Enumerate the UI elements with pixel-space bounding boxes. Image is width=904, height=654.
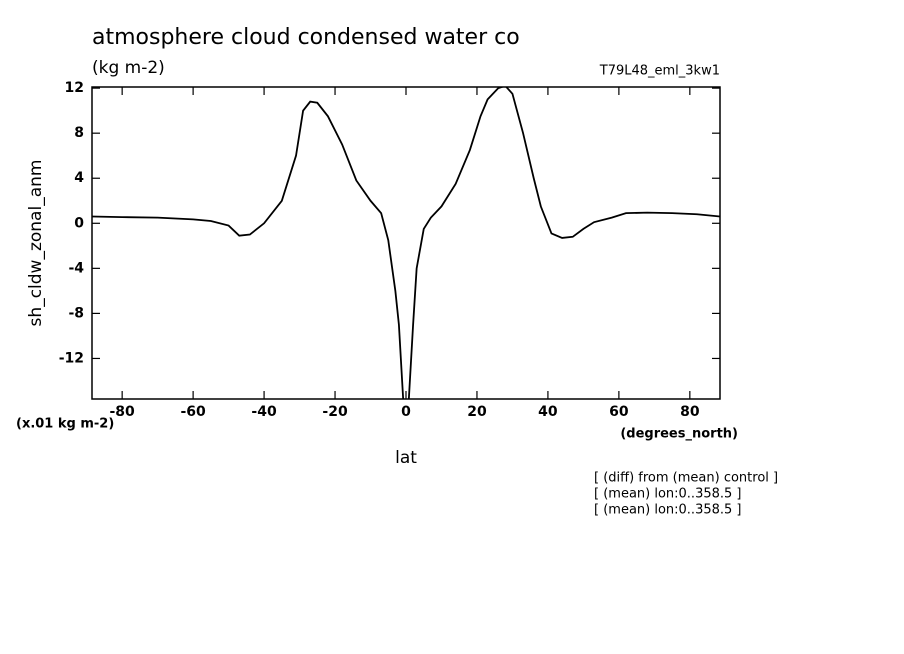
x-tick-label: 80: [680, 404, 700, 420]
x-units: (degrees_north): [620, 427, 738, 442]
x-tick-label: -80: [110, 404, 136, 420]
x-tick-label: 20: [467, 404, 487, 420]
y-tick-label: -12: [59, 350, 84, 366]
data-line: [92, 87, 720, 399]
y-units: (x.01 kg m-2): [16, 417, 114, 432]
y-tick-label: 4: [74, 170, 84, 186]
x-tick-label: -40: [251, 404, 277, 420]
chart-subtitle: (kg m-2): [92, 58, 165, 78]
y-axis-label: sh_cldw_zonal_anm: [26, 160, 46, 327]
y-tick-label: -8: [68, 305, 84, 321]
note: [ (diff) from (mean) control ]: [594, 471, 778, 486]
y-tick-label: -4: [68, 260, 84, 276]
y-tick-label: 0: [74, 215, 84, 231]
x-tick-label: -60: [180, 404, 206, 420]
run-label: T79L48_eml_3kw1: [599, 64, 720, 79]
y-tick-label: 8: [74, 125, 84, 141]
chart-title: atmosphere cloud condensed water co: [92, 25, 520, 50]
plot-frame: [91, 86, 721, 400]
x-tick-label: -20: [322, 404, 348, 420]
x-axis-label: lat: [395, 448, 417, 468]
note: [ (mean) lon:0..358.5 ]: [594, 487, 742, 502]
note: [ (mean) lon:0..358.5 ]: [594, 503, 742, 518]
x-tick-label: 60: [609, 404, 629, 420]
y-tick-label: 12: [65, 80, 84, 96]
x-tick-label: 0: [401, 404, 411, 420]
x-tick-label: 40: [538, 404, 558, 420]
